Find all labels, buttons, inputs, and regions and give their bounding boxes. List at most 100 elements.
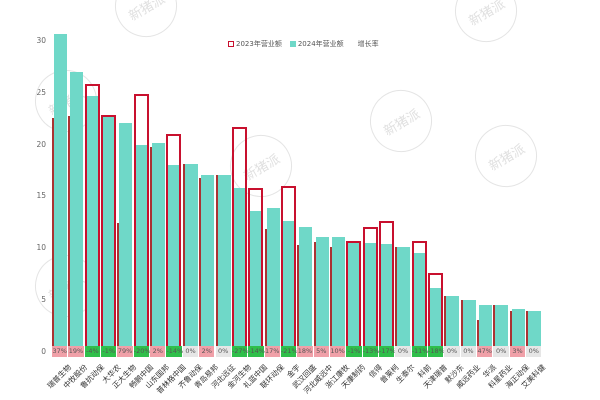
bar-2024[interactable] — [315, 236, 329, 352]
bar-2024[interactable] — [119, 122, 133, 352]
y-tick-label: 20 — [36, 139, 46, 149]
bar-2023[interactable] — [264, 228, 280, 352]
bar-2024[interactable] — [70, 72, 84, 352]
bar-2023[interactable] — [117, 223, 132, 352]
bar-2024[interactable] — [331, 236, 345, 352]
growth-rate-label: 37% — [52, 346, 68, 357]
bar-2023[interactable] — [477, 319, 492, 352]
growth-rate-label: 0% — [526, 346, 542, 357]
bar-2023[interactable] — [248, 188, 264, 352]
growth-rate-label: 0% — [215, 346, 231, 357]
bar-2023[interactable] — [460, 300, 476, 352]
legend-label-growth: 增长率 — [357, 40, 379, 48]
bar-2024[interactable] — [233, 188, 247, 352]
legend-item-2023[interactable]: 2023年营业额 — [228, 39, 282, 49]
bar-2023[interactable] — [444, 296, 459, 352]
watermark-logo: 新猪派 — [358, 78, 444, 164]
bar-2024[interactable] — [299, 226, 313, 352]
legend-label-2024: 2024年营业额 — [297, 40, 344, 48]
bar-2024[interactable] — [364, 243, 378, 352]
y-tick-label: 15 — [36, 191, 46, 201]
growth-rate-label: -17% — [379, 346, 396, 357]
bar-2024[interactable] — [430, 287, 444, 352]
growth-rate-label: 0% — [182, 346, 199, 357]
bar-2024[interactable] — [381, 244, 394, 352]
growth-rate-label: -18% — [428, 346, 445, 357]
bar-2024[interactable] — [86, 95, 100, 352]
bar-2024[interactable] — [282, 221, 296, 352]
growth-rate-label: 2% — [150, 346, 166, 357]
growth-rate-label: 19% — [68, 346, 84, 357]
legend-swatch-2023 — [228, 41, 234, 47]
bar-2024[interactable] — [168, 165, 182, 352]
bar-2023[interactable] — [68, 115, 83, 352]
watermark-logo: 新猪派 — [463, 113, 549, 199]
bar-2023[interactable] — [280, 186, 296, 352]
growth-rate-label: 79% — [117, 346, 133, 357]
bar-2023[interactable] — [84, 84, 100, 352]
bar-2023[interactable] — [346, 241, 362, 352]
legend-item-growth[interactable]: 增长率 — [358, 39, 379, 49]
bar-2024[interactable] — [397, 247, 411, 352]
bar-2024[interactable] — [495, 305, 509, 352]
y-tick-label: 25 — [36, 87, 46, 97]
growth-rate-label: -1% — [346, 346, 362, 357]
bar-2024[interactable] — [184, 164, 198, 352]
growth-rate-label: -11% — [411, 346, 429, 357]
bar-2024[interactable] — [250, 210, 264, 352]
bar-2024[interactable] — [217, 174, 231, 352]
bar-2023[interactable] — [215, 174, 231, 352]
bar-2024[interactable] — [266, 207, 280, 352]
growth-rate-label: -21% — [280, 346, 298, 357]
bar-2023[interactable] — [150, 146, 165, 352]
growth-rate-label: -20% — [133, 346, 151, 357]
growth-rate-label: 18% — [297, 346, 313, 357]
watermark-logo: 新猪派 — [443, 0, 529, 54]
bar-2023[interactable] — [379, 221, 394, 352]
bar-2024[interactable] — [528, 310, 542, 352]
bar-2023[interactable] — [101, 114, 117, 352]
growth-rate-label: -14% — [248, 346, 265, 357]
bar-2023[interactable] — [493, 305, 508, 352]
bar-2023[interactable] — [362, 226, 378, 352]
growth-rate-label: 2% — [199, 346, 215, 357]
y-tick-label: 30 — [36, 35, 46, 45]
bar-2023[interactable] — [313, 242, 329, 352]
growth-rate-label: 5% — [313, 346, 329, 357]
bar-2023[interactable] — [526, 310, 541, 352]
bar-2024[interactable] — [462, 300, 476, 352]
bar-2023[interactable] — [199, 177, 214, 352]
growth-rate-label: 0% — [460, 346, 477, 357]
bar-2024[interactable] — [201, 174, 215, 352]
bar-2023[interactable] — [509, 310, 525, 352]
growth-rate-label: 0% — [395, 346, 411, 357]
bar-2024[interactable] — [446, 296, 460, 352]
legend-item-2024[interactable]: 2024年营业额 — [289, 39, 344, 49]
bar-2023[interactable] — [52, 117, 67, 352]
growth-rate-label: 47% — [477, 346, 493, 357]
bar-2024[interactable] — [135, 144, 149, 352]
bar-2024[interactable] — [413, 253, 427, 352]
bar-2024[interactable] — [479, 305, 493, 352]
bar-2023[interactable] — [166, 134, 182, 352]
bar-2024[interactable] — [348, 242, 362, 352]
growth-rate-label: -27% — [231, 346, 249, 357]
bar-2024[interactable] — [54, 33, 67, 352]
bar-2024[interactable] — [511, 309, 525, 352]
bar-2023[interactable] — [411, 241, 427, 352]
bar-2023[interactable] — [182, 164, 198, 352]
y-tick-label: 10 — [36, 243, 46, 253]
bar-2023[interactable] — [297, 245, 312, 352]
bar-2024[interactable] — [152, 142, 166, 352]
bar-2023[interactable] — [133, 93, 149, 352]
bar-2023[interactable] — [395, 247, 410, 352]
chart-legend: 2023年营业额 2024年营业额 增长率 — [228, 39, 383, 49]
bar-2023[interactable] — [329, 247, 345, 352]
y-tick-label: 0 — [41, 347, 46, 356]
growth-rate-label: 0% — [493, 346, 509, 357]
bar-2023[interactable] — [231, 126, 247, 352]
growth-rate-label: -1% — [101, 346, 117, 357]
bar-2024[interactable] — [103, 116, 117, 352]
bar-2023[interactable] — [428, 273, 444, 352]
